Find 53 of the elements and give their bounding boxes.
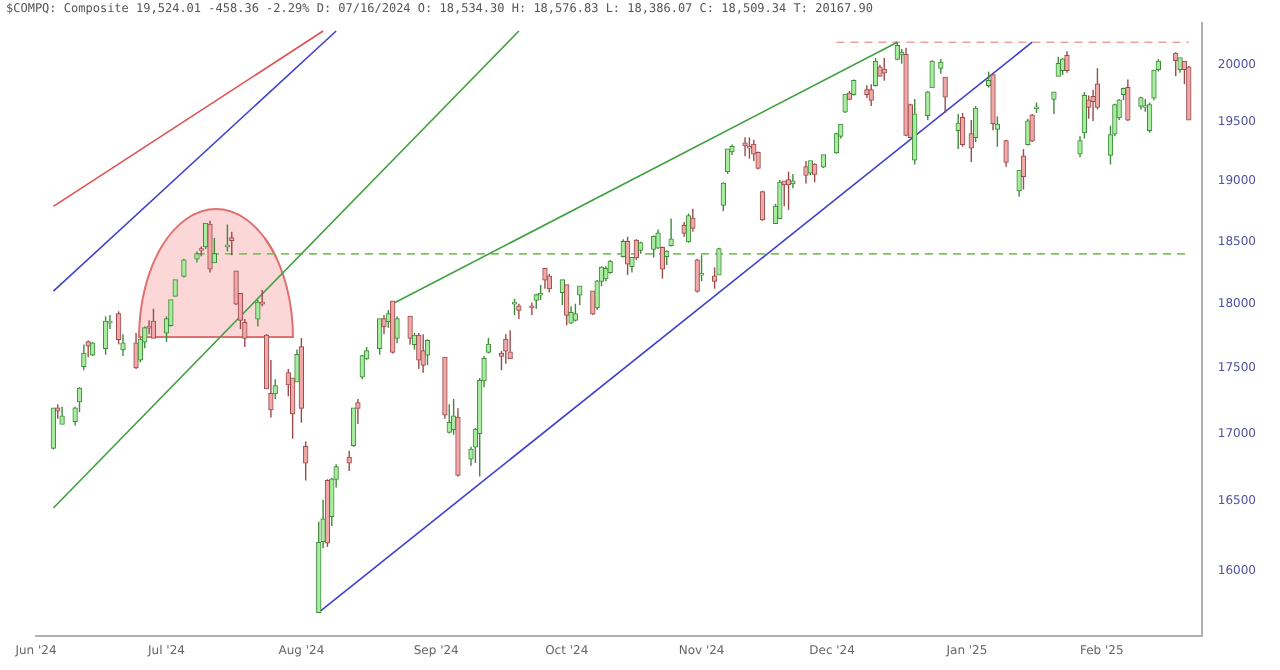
candlestick	[1146, 101, 1153, 134]
candlestick	[1125, 78, 1131, 122]
candlestick	[229, 231, 235, 256]
candlestick	[255, 299, 261, 328]
candlestick	[507, 329, 513, 360]
candlestick	[516, 303, 522, 320]
candlestick	[420, 333, 426, 374]
candlestick	[925, 90, 931, 121]
candlestick	[725, 148, 731, 175]
candlestick	[994, 115, 1001, 148]
candlestick	[929, 59, 935, 89]
candlestick	[781, 180, 787, 208]
candlestick	[1029, 113, 1035, 143]
candlestick	[1051, 91, 1057, 115]
candlestick	[211, 237, 218, 264]
candlestick	[1064, 50, 1070, 74]
candlestick	[842, 93, 848, 114]
candlestick	[790, 173, 796, 189]
candlestick	[81, 343, 87, 371]
candlestick	[655, 228, 661, 250]
candlestick	[690, 208, 696, 233]
candlestick	[303, 440, 309, 482]
candlestick	[394, 315, 400, 344]
candlestick	[990, 73, 996, 132]
candlestick	[968, 119, 974, 163]
candlestick	[716, 247, 722, 276]
candlestick	[50, 407, 57, 451]
candlestick	[759, 189, 766, 222]
candlestick	[120, 333, 126, 357]
candlestick	[115, 310, 122, 346]
candlestick	[224, 223, 231, 253]
candlestick	[346, 450, 352, 472]
candlestick	[377, 318, 383, 356]
candlestick	[150, 308, 157, 339]
candlestick	[959, 112, 966, 148]
candlestick	[1016, 169, 1022, 198]
candlestick	[407, 315, 413, 346]
candlestick	[503, 333, 509, 365]
candlestick	[812, 162, 818, 184]
candlestick	[381, 314, 387, 335]
candlestick	[359, 354, 365, 381]
candlestick	[542, 268, 548, 290]
candlestick	[290, 377, 296, 440]
candlestick	[102, 315, 109, 356]
candlestick	[720, 181, 726, 212]
candlestick	[912, 98, 918, 166]
candlestick	[668, 217, 674, 248]
candlestick	[355, 398, 361, 425]
candlestick	[416, 332, 422, 370]
candlestick	[530, 301, 534, 316]
candlestick	[207, 220, 213, 274]
candlestick	[1003, 139, 1009, 168]
candlestick	[777, 179, 783, 220]
